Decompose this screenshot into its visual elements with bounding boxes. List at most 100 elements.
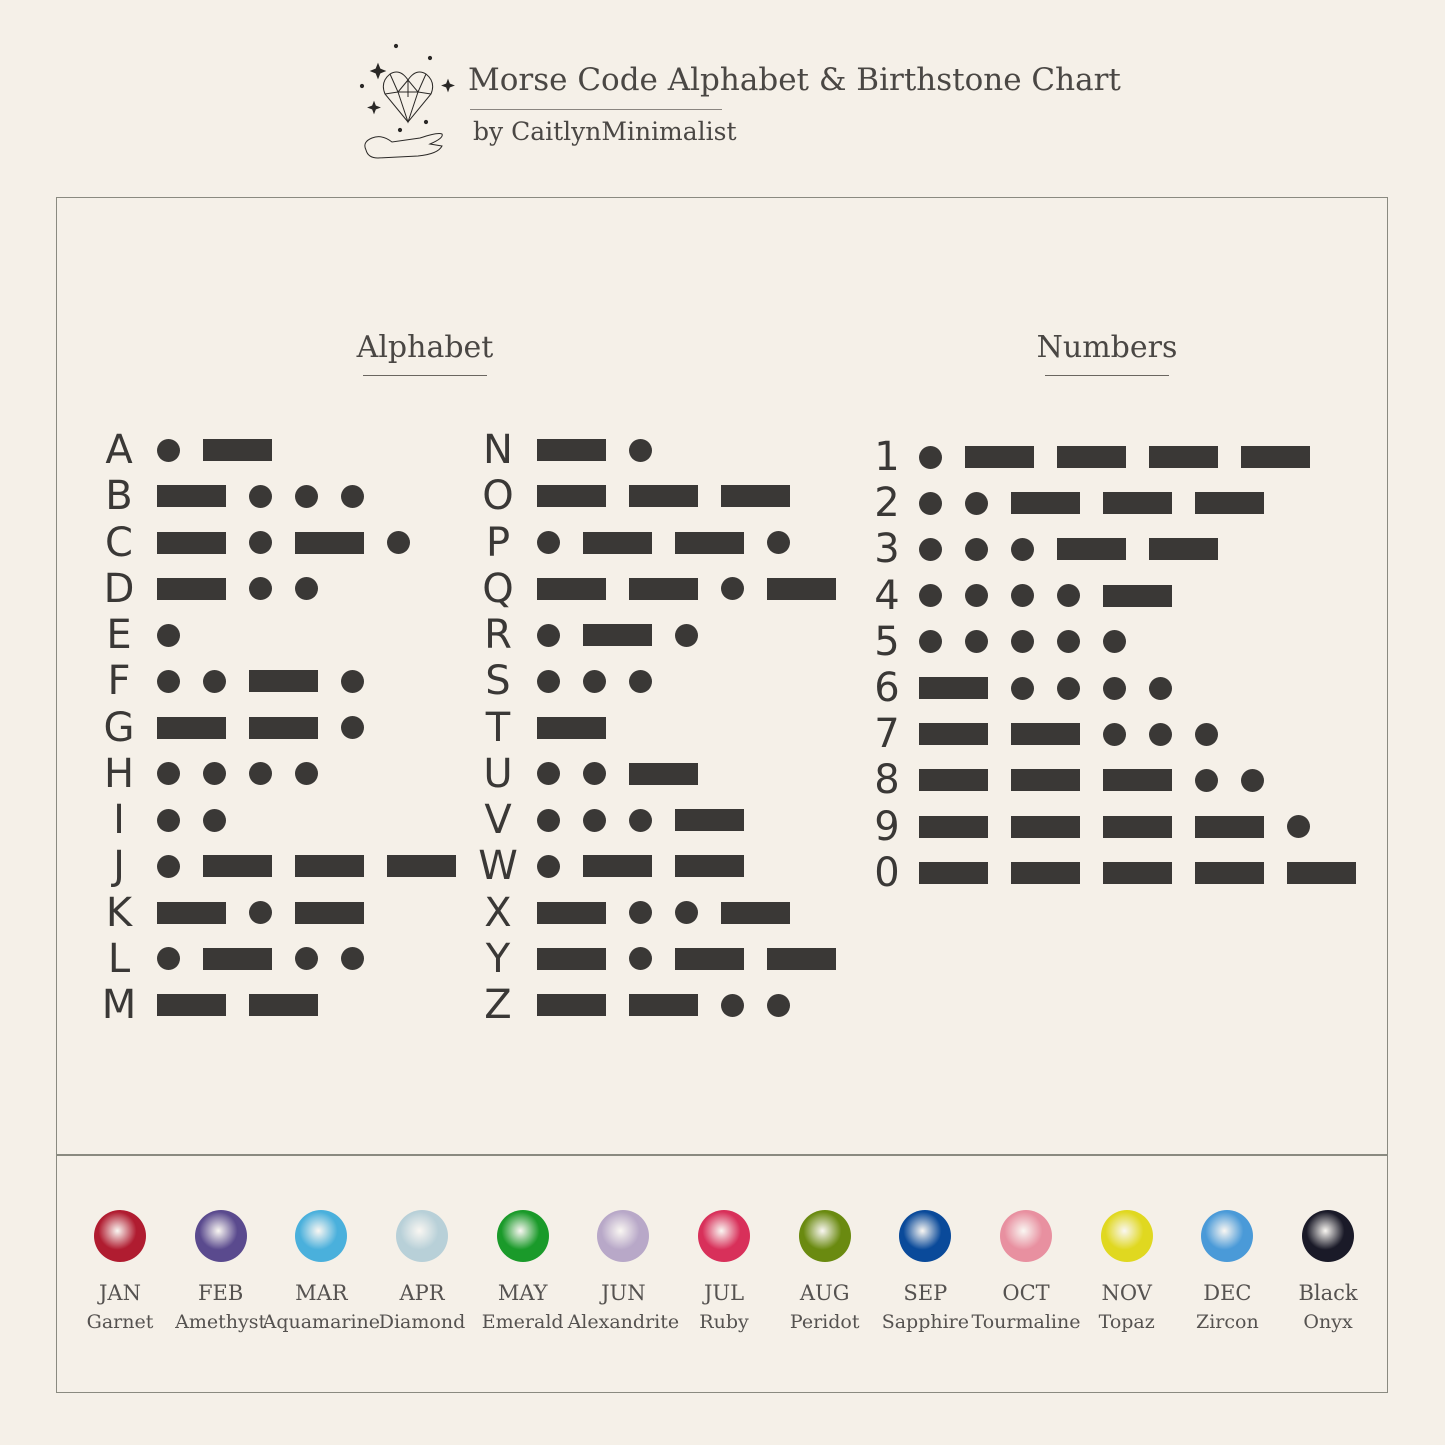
gem-month: Black (1298, 1281, 1358, 1305)
morse-dot (157, 854, 180, 878)
logo-icon (358, 42, 458, 160)
gem-month: DEC (1203, 1281, 1252, 1305)
morse-dash (1011, 769, 1080, 792)
morse-dash (919, 677, 988, 699)
morse-dash (629, 577, 698, 600)
morse-dash (537, 485, 606, 508)
morse-dash (295, 901, 364, 924)
morse-character: N (483, 427, 513, 473)
morse-dash (1103, 861, 1172, 884)
section-divider (56, 1154, 1388, 1156)
gem-icon (1302, 1210, 1355, 1262)
morse-character: F (107, 658, 131, 705)
morse-dash (629, 485, 698, 508)
morse-dash (537, 577, 606, 600)
morse-character: Q (482, 565, 514, 612)
morse-dot (295, 947, 318, 971)
morse-dot (537, 854, 560, 878)
morse-character: 7 (874, 711, 900, 758)
morse-dot (157, 438, 180, 462)
morse-dot (965, 584, 988, 608)
morse-character: I (113, 797, 125, 843)
morse-dot (1103, 630, 1126, 654)
morse-dash (249, 716, 318, 739)
morse-dash (675, 531, 744, 554)
morse-dot (767, 531, 790, 554)
morse-dash (249, 994, 318, 1016)
morse-dot (1057, 676, 1080, 700)
morse-dash (1103, 815, 1172, 838)
morse-character: M (101, 982, 137, 1028)
morse-dash (919, 861, 988, 884)
morse-dash (767, 947, 836, 970)
morse-dot (965, 630, 988, 654)
morse-character: E (106, 612, 132, 658)
morse-dot (721, 993, 744, 1017)
morse-dash (157, 531, 226, 554)
morse-character: 8 (874, 757, 900, 804)
title-underline (470, 109, 722, 110)
morse-character: X (484, 889, 512, 936)
morse-dot (721, 577, 744, 601)
gem-icon (698, 1210, 751, 1262)
gem-month: MAR (295, 1281, 348, 1305)
alphabet-heading: Alphabet (356, 330, 494, 365)
morse-dot (629, 438, 652, 462)
morse-dash (675, 947, 744, 970)
morse-dot (629, 669, 652, 693)
morse-dash (583, 624, 652, 646)
morse-dash (295, 531, 364, 554)
gem-icon (94, 1210, 146, 1262)
gem-name: Ruby (699, 1311, 749, 1333)
gem-name: Sapphire (881, 1311, 970, 1333)
morse-dot (537, 531, 560, 554)
morse-dash (1011, 492, 1080, 515)
gem-month: JAN (99, 1281, 141, 1305)
morse-character: W (478, 843, 518, 890)
numbers-underline (1045, 375, 1169, 376)
morse-dot (157, 762, 180, 786)
gem-icon (899, 1210, 952, 1262)
morse-dash (157, 577, 226, 600)
morse-character: S (485, 658, 511, 705)
morse-dash (767, 577, 836, 600)
morse-dot (249, 762, 272, 786)
page-title: Morse Code Alphabet & Birthstone Chart (468, 62, 1121, 98)
morse-dot (629, 808, 652, 832)
morse-dash (583, 531, 652, 554)
morse-character: G (103, 704, 135, 751)
morse-dot (919, 491, 942, 515)
gem-name: Tourmaline (971, 1311, 1081, 1333)
gem-icon (194, 1210, 247, 1262)
morse-dash (537, 947, 606, 970)
morse-dot (537, 623, 560, 647)
morse-dot (1011, 676, 1034, 700)
gem-month: APR (399, 1281, 445, 1305)
morse-dot (1149, 722, 1172, 746)
morse-dash (157, 485, 226, 508)
morse-character: R (484, 612, 512, 658)
morse-dot (919, 537, 942, 561)
morse-dot (767, 993, 790, 1017)
morse-dash (629, 994, 698, 1016)
morse-dot (583, 808, 606, 832)
gem-month: NOV (1101, 1281, 1152, 1305)
morse-dash (1011, 723, 1080, 746)
morse-dot (203, 669, 226, 693)
morse-character: 9 (874, 803, 900, 850)
morse-dash (1011, 815, 1080, 838)
morse-character: K (105, 889, 133, 936)
gem-name: Onyx (1303, 1311, 1353, 1333)
morse-dot (919, 445, 942, 469)
morse-dash (919, 815, 988, 838)
morse-character: H (103, 750, 135, 797)
morse-dot (919, 630, 942, 654)
morse-character: D (103, 565, 135, 612)
morse-character: O (482, 473, 514, 520)
morse-dot (249, 577, 272, 601)
gem-month: JUL (703, 1281, 745, 1305)
morse-dash (721, 485, 790, 508)
morse-dash (203, 439, 272, 461)
morse-dash (1057, 446, 1126, 468)
morse-character: 1 (874, 434, 900, 480)
